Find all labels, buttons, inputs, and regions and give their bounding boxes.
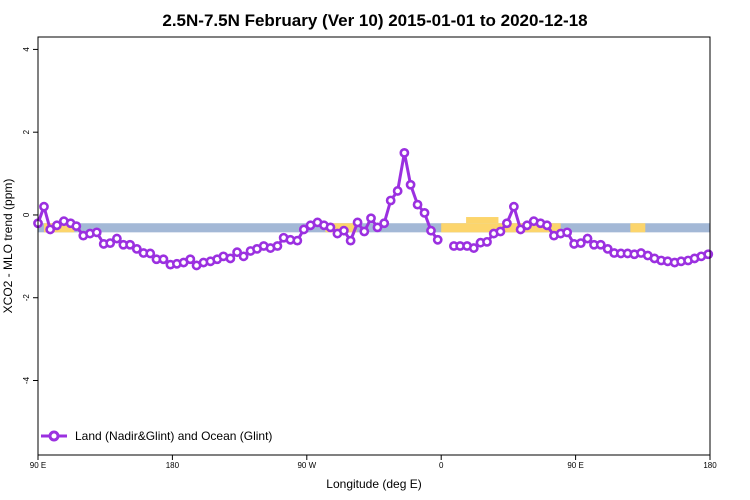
data-point: [352, 217, 363, 228]
data-point: [366, 213, 376, 224]
x-axis: 90 E 180 90 W 0 90 E 180: [30, 455, 717, 470]
y-tick-label: -2: [22, 294, 31, 302]
data-point: [392, 186, 403, 196]
data-point: [185, 254, 196, 265]
data-point: [703, 249, 714, 260]
data-point: [111, 233, 122, 244]
legend-marker: [48, 430, 60, 442]
data-point: [232, 247, 243, 258]
data-point: [412, 199, 423, 210]
data-point: [399, 147, 410, 158]
y-tick-label: 0: [22, 212, 31, 217]
data-point: [71, 221, 82, 232]
data-point: [225, 253, 236, 264]
data-point: [145, 248, 156, 259]
series-layer: [33, 147, 714, 271]
data-point: [125, 239, 135, 250]
y-axis: -4 -2 0 2 4: [22, 47, 38, 384]
data-point: [52, 220, 62, 231]
data-point: [426, 225, 436, 236]
data-point: [595, 239, 606, 250]
data-point: [508, 201, 519, 212]
data-point: [91, 227, 102, 238]
y-tick-label: 4: [22, 47, 31, 52]
data-point: [575, 238, 586, 249]
data-point: [515, 224, 526, 235]
x-tick-label: 0: [439, 461, 444, 470]
data-point: [292, 235, 303, 246]
y-tick-label: -4: [22, 376, 31, 384]
x-tick-label: 90 E: [30, 461, 46, 470]
data-point: [582, 233, 593, 244]
plot-frame: [37, 36, 711, 456]
data-point: [372, 222, 383, 233]
data-point: [39, 201, 49, 212]
x-tick-label: 180: [166, 461, 180, 470]
data-point: [238, 251, 249, 262]
data-point: [158, 254, 169, 265]
y-tick-label: 2: [22, 129, 31, 134]
data-point: [385, 195, 396, 206]
data-point: [562, 227, 573, 238]
data-point: [432, 234, 443, 245]
data-point: [105, 238, 116, 249]
data-point: [468, 243, 479, 253]
x-tick-label: 90 W: [297, 461, 316, 470]
data-point: [502, 218, 512, 229]
x-tick-label: 180: [703, 461, 717, 470]
data-point: [379, 218, 390, 229]
data-point: [482, 236, 492, 247]
land-segment: [630, 223, 646, 233]
data-point: [345, 235, 356, 246]
data-point: [495, 226, 506, 237]
data-point: [405, 179, 416, 190]
legend-label: Land (Nadir&Glint) and Ocean (Glint): [75, 429, 272, 443]
data-point: [131, 243, 142, 254]
chart-title: 2.5N-7.5N February (Ver 10) 2015-01-01 t…: [162, 11, 587, 30]
data-point: [272, 241, 283, 251]
y-axis-label: XCO2 - MLO trend (ppm): [1, 179, 15, 314]
data-point: [542, 220, 552, 231]
legend: Land (Nadir&Glint) and Ocean (Glint): [41, 429, 272, 443]
data-point: [602, 243, 613, 254]
x-axis-label: Longitude (deg E): [326, 477, 421, 491]
data-point: [522, 220, 532, 231]
data-point: [45, 224, 56, 235]
data-point: [338, 225, 349, 236]
data-point: [419, 207, 430, 218]
data-point: [325, 222, 336, 233]
data-point: [359, 226, 370, 237]
data-point: [298, 224, 309, 235]
x-tick-label: 90 E: [567, 461, 583, 470]
land-segment: [466, 217, 499, 224]
